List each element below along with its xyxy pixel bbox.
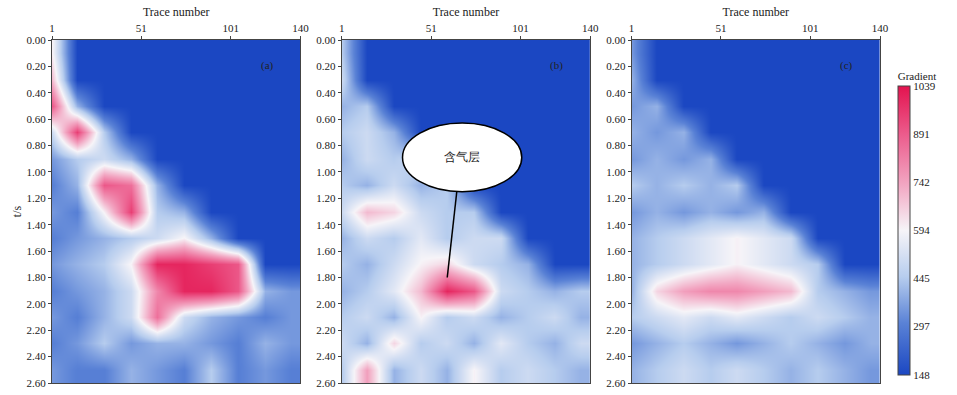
svg-text:2.00: 2.00	[27, 298, 47, 310]
svg-text:0.20: 0.20	[316, 60, 336, 72]
svg-text:742: 742	[913, 176, 930, 188]
svg-text:1.00: 1.00	[27, 166, 47, 178]
svg-text:51: 51	[426, 22, 437, 34]
svg-text:0.80: 0.80	[316, 139, 336, 151]
svg-text:2.60: 2.60	[316, 377, 336, 389]
svg-text:1.60: 1.60	[27, 245, 47, 257]
svg-text:101: 101	[222, 22, 239, 34]
svg-text:Trace number: Trace number	[143, 5, 210, 19]
svg-text:2.20: 2.20	[316, 324, 336, 336]
svg-text:1.80: 1.80	[27, 271, 47, 283]
svg-text:2.40: 2.40	[606, 350, 626, 362]
svg-text:0.20: 0.20	[27, 60, 47, 72]
svg-text:148: 148	[913, 369, 930, 381]
svg-text:1.00: 1.00	[606, 166, 626, 178]
svg-text:0.80: 0.80	[606, 139, 626, 151]
svg-text:1.60: 1.60	[606, 245, 626, 257]
svg-text:0.60: 0.60	[606, 113, 626, 125]
svg-text:0.80: 0.80	[27, 139, 47, 151]
svg-text:1.40: 1.40	[316, 219, 336, 231]
svg-text:2.60: 2.60	[27, 377, 47, 389]
svg-text:0.00: 0.00	[316, 34, 336, 46]
svg-text:101: 101	[802, 22, 819, 34]
svg-text:0.00: 0.00	[27, 34, 47, 46]
svg-text:Trace number: Trace number	[433, 5, 500, 19]
svg-text:891: 891	[913, 128, 930, 140]
svg-text:t/s: t/s	[10, 206, 24, 218]
svg-text:594: 594	[913, 224, 930, 236]
svg-text:1: 1	[339, 22, 345, 34]
svg-text:140: 140	[872, 22, 889, 34]
svg-text:445: 445	[913, 272, 930, 284]
svg-text:1.40: 1.40	[606, 219, 626, 231]
svg-text:51: 51	[136, 22, 147, 34]
svg-text:1.60: 1.60	[316, 245, 336, 257]
svg-text:0.40: 0.40	[27, 87, 47, 99]
svg-text:1.20: 1.20	[606, 192, 626, 204]
svg-text:Gradient: Gradient	[898, 70, 936, 82]
svg-text:0.40: 0.40	[316, 87, 336, 99]
svg-text:2.40: 2.40	[27, 350, 47, 362]
svg-text:1.80: 1.80	[316, 271, 336, 283]
svg-text:(c): (c)	[840, 59, 853, 72]
svg-text:0.20: 0.20	[606, 60, 626, 72]
svg-text:1039: 1039	[913, 80, 936, 92]
svg-text:Trace number: Trace number	[723, 5, 790, 19]
svg-text:51: 51	[715, 22, 726, 34]
svg-text:1.80: 1.80	[606, 271, 626, 283]
svg-text:1.20: 1.20	[27, 192, 47, 204]
svg-text:140: 140	[582, 22, 599, 34]
svg-text:101: 101	[512, 22, 529, 34]
svg-text:2.40: 2.40	[316, 350, 336, 362]
svg-text:(a): (a)	[261, 59, 274, 72]
svg-text:含气层: 含气层	[444, 150, 480, 164]
svg-text:(b): (b)	[550, 59, 563, 72]
svg-text:0.60: 0.60	[316, 113, 336, 125]
svg-text:2.20: 2.20	[606, 324, 626, 336]
svg-text:1.00: 1.00	[316, 166, 336, 178]
svg-text:0.00: 0.00	[606, 34, 626, 46]
svg-text:0.40: 0.40	[606, 87, 626, 99]
svg-text:2.60: 2.60	[606, 377, 626, 389]
svg-text:2.20: 2.20	[27, 324, 47, 336]
svg-text:2.00: 2.00	[606, 298, 626, 310]
svg-text:1: 1	[629, 22, 635, 34]
svg-text:1: 1	[49, 22, 55, 34]
svg-text:140: 140	[292, 22, 309, 34]
svg-text:0.60: 0.60	[27, 113, 47, 125]
svg-text:1.40: 1.40	[27, 219, 47, 231]
svg-text:1.20: 1.20	[316, 192, 336, 204]
svg-text:297: 297	[913, 320, 930, 332]
svg-text:2.00: 2.00	[316, 298, 336, 310]
